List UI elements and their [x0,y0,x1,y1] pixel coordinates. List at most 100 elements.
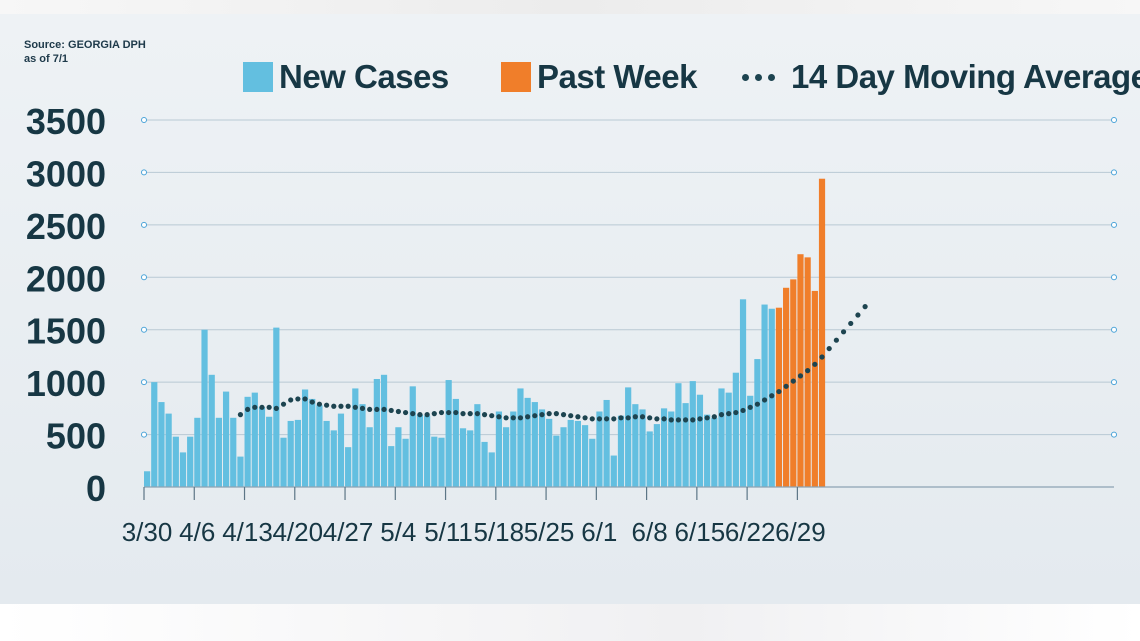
new-cases-bar [424,415,431,487]
moving-average-point [589,416,595,422]
source-note: Source: GEORGIA DPH as of 7/1 [24,38,146,66]
moving-average-point [503,415,509,421]
new-cases-bar [725,392,732,487]
moving-average-point [316,401,323,407]
moving-average-point [338,403,344,409]
legend-new-cases: New Cases [243,56,449,98]
moving-average-point [288,397,294,403]
new-cases-bar [467,430,474,487]
new-cases-bar [294,419,301,487]
moving-average-point [726,411,732,417]
x-tick-label: 6/15 [675,517,726,547]
moving-average-point [754,401,761,407]
new-cases-bar [158,402,165,487]
new-cases-bar [617,415,625,487]
new-cases-bar [215,417,222,487]
gridline-end-dot [1111,274,1117,281]
new-cases-bar [546,418,553,487]
new-cases-bar [380,374,388,487]
moving-average-point [546,411,552,417]
moving-average-point [467,411,473,417]
moving-average-point [833,337,839,343]
new-cases-bar [445,380,452,487]
new-cases-bar [567,419,574,487]
x-tick-label: 6/8 [632,517,668,547]
new-cases-bar [416,414,424,487]
moving-average-point [381,406,387,413]
moving-average-point [805,368,811,374]
new-cases-bar [251,392,258,487]
moving-average-point [489,413,495,419]
moving-average-point [280,401,287,407]
dotted-line-icon [742,73,781,81]
as-of-line: as of 7/1 [24,53,69,65]
new-cases-bar [696,394,704,487]
new-cases-bar [201,329,208,487]
top-band [0,0,1140,14]
new-cases-bar [668,411,675,487]
x-tick-label: 5/11 [424,517,473,547]
moving-average-point [683,417,689,423]
new-cases-bar [337,413,345,487]
moving-average-point [237,412,244,418]
new-cases-bar [560,427,567,487]
new-cases-bar [761,304,768,487]
moving-average-point [553,411,559,417]
moving-average-point [690,417,696,423]
past-week-bar [797,254,804,487]
new-cases-bar [395,427,402,487]
new-cases-bar [660,408,668,487]
moving-average-point [431,411,437,417]
new-cases-bar [596,411,603,487]
moving-average-point [575,414,581,420]
past-week-bar [811,290,818,487]
moving-average-point [776,388,782,395]
new-cases-bar [237,456,244,487]
new-cases-bar [230,417,237,487]
bars [144,178,826,487]
moving-average-point [862,304,868,310]
moving-average-point [309,399,315,405]
new-cases-bar [481,441,488,487]
past-week-bar [775,307,783,487]
moving-average-point [359,405,366,411]
new-cases-bar [172,436,179,487]
x-tick-label: 3/30 [122,517,173,547]
moving-average-point [324,402,330,408]
legend-label-new-cases: New Cases [279,58,449,95]
moving-average-point [295,396,301,402]
moving-average-point [453,409,459,416]
past-week-bar [818,178,826,487]
new-cases-bar [409,386,416,487]
moving-average-point [374,406,380,413]
new-cases-bar [675,383,682,487]
y-tick-label: 1000 [26,363,106,404]
moving-average-point [618,415,624,421]
new-cases-bar [503,427,510,487]
moving-average-point [604,416,610,422]
y-tick-label: 2000 [26,258,106,299]
moving-average-point [474,411,480,417]
moving-average-point [539,412,545,418]
gridline-end-dot [141,379,147,386]
moving-average-point [395,408,401,415]
moving-average-point [661,416,667,422]
legend-moving-average: 14 Day Moving Average [742,56,1140,98]
moving-average-point [496,414,502,420]
moving-average-point [632,414,638,420]
gridline-end-dot [1111,169,1117,176]
new-cases-bar [258,407,266,487]
new-cases-bar [711,417,718,487]
new-cases-bar [718,388,725,487]
moving-average-point [840,329,847,335]
new-cases-bar [402,438,409,487]
new-cases-bar [610,455,617,487]
new-cases-bar [524,397,531,487]
y-tick-label: 1500 [26,311,106,352]
new-cases-bar [581,425,589,487]
moving-average-point [560,412,567,418]
new-cases-bar [739,299,747,487]
moving-average-point [410,411,416,417]
x-axis: 3/30 4/6 4/13 4/20 4/27 5/4 5/11 5/18 5/25 6/1 6/8… [122,486,1114,547]
gridline-end-dot [1111,379,1117,386]
